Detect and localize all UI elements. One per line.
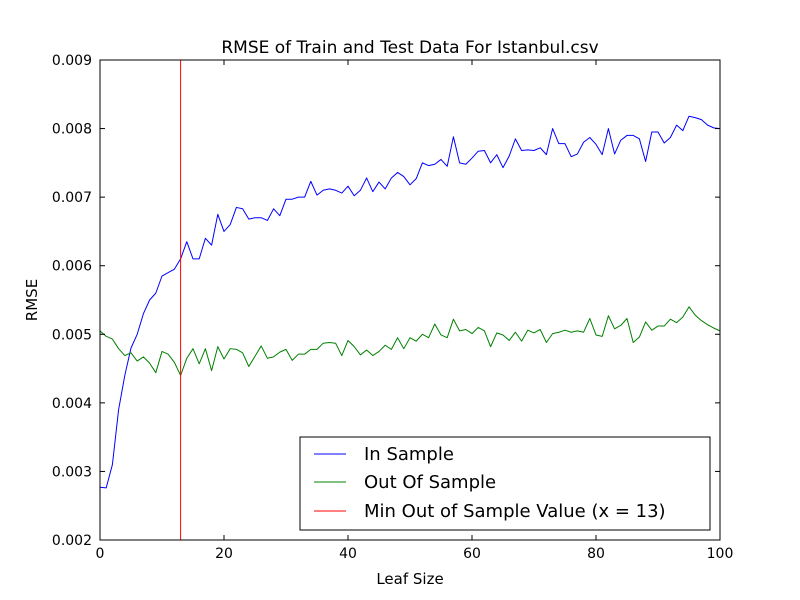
legend: In Sample Out Of Sample Min Out of Sampl…: [299, 436, 711, 531]
x-tick-label: 80: [587, 546, 605, 562]
x-axis-label: Leaf Size: [376, 570, 443, 588]
x-tick-label: 60: [463, 546, 481, 562]
legend-box: [299, 436, 711, 531]
chart-title: RMSE of Train and Test Data For Istanbul…: [221, 38, 598, 58]
series-line-out-of-sample: [99, 306, 721, 376]
legend-label-in-sample: In Sample: [364, 444, 454, 465]
y-tick-label: 0.005: [52, 327, 92, 343]
y-tick-label: 0.002: [52, 533, 92, 549]
x-tick-label: 0: [96, 546, 105, 562]
legend-label-min-value: Min Out of Sample Value (x = 13): [364, 501, 666, 522]
plot-frame: [99, 59, 721, 541]
series-line-in-sample: [99, 115, 721, 489]
y-tick-label: 0.003: [52, 464, 92, 480]
x-tick-label: 100: [707, 546, 734, 562]
y-tick-label: 0.007: [52, 190, 92, 206]
y-tick-label: 0.006: [52, 259, 92, 275]
y-tick-label: 0.009: [52, 53, 92, 69]
y-tick-label: 0.004: [52, 396, 92, 412]
x-tick-label: 20: [215, 546, 233, 562]
series-layer: [99, 60, 721, 540]
x-tick-label: 40: [339, 546, 357, 562]
ticks-layer: 0 20 40 60 80 100 0.002 0.003 0.004 0.005 0.006 0.0…: [52, 53, 733, 562]
y-axis-label: RMSE: [23, 279, 41, 321]
y-tick-label: 0.008: [52, 122, 92, 138]
legend-label-out-of-sample: Out Of Sample: [364, 472, 496, 493]
